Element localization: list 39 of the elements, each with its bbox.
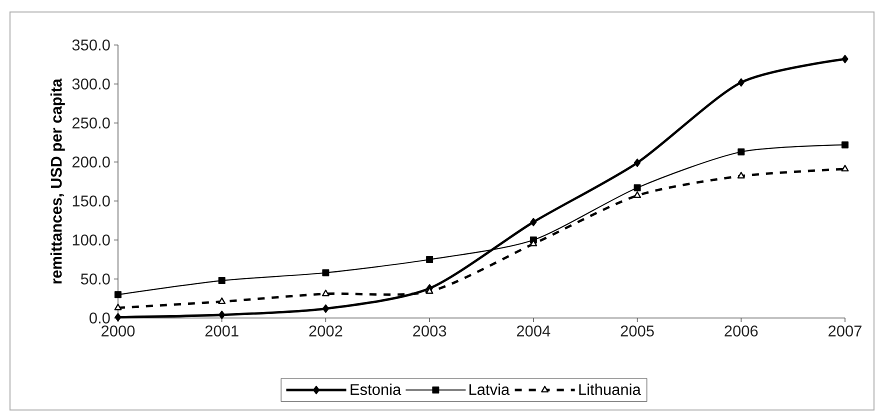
x-tick-label: 2004: [516, 326, 550, 336]
point: [738, 148, 745, 156]
point: [426, 256, 434, 263]
point: [530, 218, 537, 226]
point: [737, 172, 745, 178]
x-tick-label: 2005: [620, 326, 654, 336]
point: [218, 310, 226, 320]
x-tick-label: 2007: [828, 326, 862, 336]
y-tick-label: 100.0: [72, 234, 110, 246]
x-tick-label: 2002: [309, 326, 342, 336]
point: [842, 54, 848, 64]
y-tick-label: 350.0: [72, 40, 110, 50]
x-tick-label: 2000: [102, 326, 135, 336]
x-tick-label: 2003: [413, 326, 446, 336]
legend-label: Estonia: [350, 384, 402, 396]
point: [634, 158, 641, 167]
x-tick-label: 2006: [724, 326, 758, 336]
point: [218, 277, 226, 284]
point: [634, 184, 641, 192]
point: [114, 313, 122, 322]
x-tick-label: 2001: [205, 326, 238, 336]
y-tick-label: 200.0: [72, 156, 110, 168]
y-tick-label: 300.0: [72, 78, 110, 90]
y-tick-label: 50.0: [80, 274, 110, 284]
legend-label: Lithuania: [579, 384, 641, 396]
point: [322, 269, 330, 276]
point: [114, 291, 122, 298]
point: [842, 141, 849, 148]
point: [218, 297, 226, 304]
y-tick-label: 250.0: [72, 118, 110, 128]
point: [841, 164, 849, 172]
y-tick-label: 0.0: [90, 312, 110, 324]
legend-label: Latvia: [470, 384, 510, 396]
y-tick-label: 150.0: [72, 196, 110, 206]
point: [322, 304, 330, 313]
point: [322, 290, 330, 296]
point: [738, 78, 744, 87]
point: [634, 191, 642, 198]
y-axis-title: remittances, USD per capita: [50, 78, 65, 284]
